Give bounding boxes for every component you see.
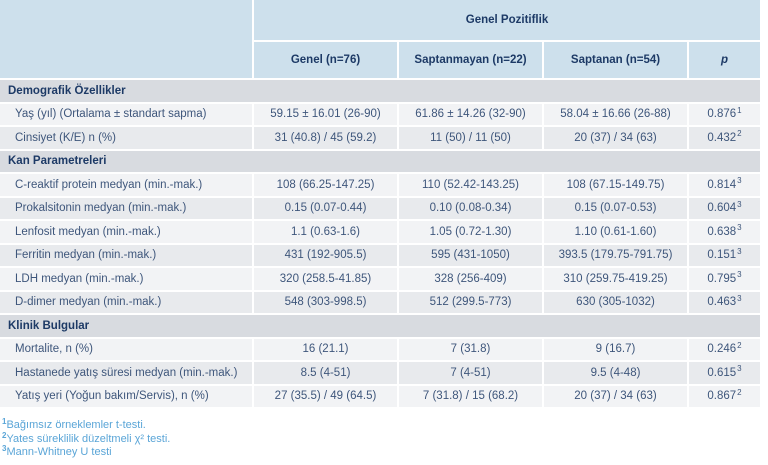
p-value-cell: 0.432 2 [689, 127, 760, 149]
p-value-cell: 0.867 2 [689, 385, 760, 407]
row-label-cell: Ferritin medyan (min.-mak.) [0, 244, 252, 266]
saptanmayan-value-cell: 7 (31.8) / 15 (68.2) [399, 385, 542, 407]
saptanmayan-value-cell: 1.05 (0.72-1.30) [399, 221, 542, 243]
saptanmayan-value-cell: 7 (4-51) [399, 362, 542, 384]
footnote-line: 3Mann-Whitney U testi [2, 444, 768, 460]
saptanan-value-cell: 108 (67.15-149.75) [544, 174, 687, 196]
row-label-cell: Yatış yeri (Yoğun bakım/Servis), n (%) [0, 385, 252, 407]
p-value-cell: 0.151 3 [689, 244, 760, 266]
footnote-text: Bağımsız örneklemler t-testi. [6, 419, 146, 431]
table-header: Genel Pozitiflik Genel (n=76) Saptanmaya… [0, 0, 760, 78]
p-value-cell: 0.615 3 [689, 362, 760, 384]
p-value: 0.615 [707, 366, 737, 379]
genel-value-cell: 548 (303-998.5) [254, 291, 397, 313]
row-label-cell: Lenfosit medyan (min.-mak.) [0, 221, 252, 243]
footnotes: 1Bağımsız örneklemler t-testi. 2Yates sür… [2, 417, 768, 460]
p-value: 0.814 [707, 178, 737, 191]
p-value-cell: 0.814 3 [689, 174, 760, 196]
column-header-saptanmayan: Saptanmayan (n=22) [399, 42, 542, 78]
p-value: 0.867 [707, 390, 737, 403]
footnote-marker: 3 [2, 444, 7, 454]
column-header-p: p [689, 42, 760, 78]
saptanmayan-value-cell: 0.10 (0.08-0.34) [399, 197, 542, 219]
p-value-cell: 0.795 3 [689, 268, 760, 290]
row-label-cell: Yaş (yıl) (Ortalama ± standart sapma) [0, 103, 252, 125]
p-value-cell: 0.604 3 [689, 197, 760, 219]
saptanmayan-value-cell: 11 (50) / 11 (50) [399, 127, 542, 149]
p-value-cell: 0.246 2 [689, 338, 760, 360]
table-body: Demografik Özellikler Yaş (yıl) (Ortalama… [0, 80, 760, 407]
footnote-text: Yates süreklilik düzeltmeli χ² testi. [6, 432, 171, 445]
p-value-cell: 0.463 3 [689, 291, 760, 313]
p-value: 0.795 [707, 272, 737, 285]
p-value: 0.876 [707, 108, 737, 121]
section-header-row: Klinik Bulgular [0, 315, 760, 337]
section-header-row: Kan Parametreleri [0, 150, 760, 172]
saptanmayan-value-cell: 328 (256-409) [399, 268, 542, 290]
saptanmayan-value-cell: 61.86 ± 14.26 (32-90) [399, 103, 542, 125]
saptanan-value-cell: 630 (305-1032) [544, 291, 687, 313]
saptanan-value-cell: 310 (259.75-419.25) [544, 268, 687, 290]
group-header: Genel Pozitiflik [254, 0, 760, 40]
saptanan-value-cell: 9 (16.7) [544, 338, 687, 360]
genel-value-cell: 16 (21.1) [254, 338, 397, 360]
row-label-cell: Cinsiyet (K/E) n (%) [0, 127, 252, 149]
saptanmayan-value-cell: 7 (31.8) [399, 338, 542, 360]
p-value: 0.432 [707, 131, 737, 144]
saptanan-value-cell: 1.10 (0.61-1.60) [544, 221, 687, 243]
saptanmayan-value-cell: 595 (431-1050) [399, 244, 542, 266]
genel-value-cell: 320 (258.5-41.85) [254, 268, 397, 290]
row-label-cell: Prokalsitonin medyan (min.-mak.) [0, 197, 252, 219]
genel-value-cell: 59.15 ± 16.01 (26-90) [254, 103, 397, 125]
footnote-marker: 1 [2, 417, 7, 427]
column-header-genel: Genel (n=76) [254, 42, 397, 78]
section-header-row: Demografik Özellikler [0, 80, 760, 102]
footnote-line: 1Bağımsız örneklemler t-testi. [2, 417, 768, 433]
saptanmayan-value-cell: 512 (299.5-773) [399, 291, 542, 313]
row-label-cell: D-dimer medyan (min.-mak.) [0, 291, 252, 313]
corner-blank-cell [0, 0, 252, 78]
genel-value-cell: 27 (35.5) / 49 (64.5) [254, 385, 397, 407]
saptanan-value-cell: 9.5 (4-48) [544, 362, 687, 384]
saptanmayan-value-cell: 110 (52.42-143.25) [399, 174, 542, 196]
row-label-cell: Mortalite, n (%) [0, 338, 252, 360]
genel-value-cell: 108 (66.25-147.25) [254, 174, 397, 196]
p-value: 0.638 [707, 225, 737, 238]
p-value: 0.151 [707, 249, 737, 262]
footnote-marker: 2 [2, 430, 7, 440]
footnote-text: Mann-Whitney U testi [6, 446, 112, 458]
p-value-cell: 0.638 3 [689, 221, 760, 243]
row-label-cell: Hastanede yatış süresi medyan (min.-mak.… [0, 362, 252, 384]
saptanan-value-cell: 0.15 (0.07-0.53) [544, 197, 687, 219]
p-value: 0.463 [707, 296, 737, 309]
genel-value-cell: 8.5 (4-51) [254, 362, 397, 384]
saptanan-value-cell: 58.04 ± 16.66 (26-88) [544, 103, 687, 125]
genel-value-cell: 431 (192-905.5) [254, 244, 397, 266]
p-value-cell: 0.876 1 [689, 103, 760, 125]
row-label-cell: LDH medyan (min.-mak.) [0, 268, 252, 290]
genel-value-cell: 1.1 (0.63-1.6) [254, 221, 397, 243]
saptanan-value-cell: 20 (37) / 34 (63) [544, 127, 687, 149]
genel-value-cell: 0.15 (0.07-0.44) [254, 197, 397, 219]
genel-value-cell: 31 (40.8) / 45 (59.2) [254, 127, 397, 149]
saptanan-value-cell: 20 (37) / 34 (63) [544, 385, 687, 407]
footnote-line: 2Yates süreklilik düzeltmeli χ² testi. [2, 430, 768, 447]
column-header-saptanan: Saptanan (n=54) [544, 42, 687, 78]
row-label-cell: C-reaktif protein medyan (min.-mak.) [0, 174, 252, 196]
results-table: Genel Pozitiflik Genel (n=76) Saptanmaya… [0, 0, 760, 407]
p-value: 0.246 [707, 343, 737, 356]
saptanan-value-cell: 393.5 (179.75-791.75) [544, 244, 687, 266]
p-value: 0.604 [707, 202, 737, 215]
